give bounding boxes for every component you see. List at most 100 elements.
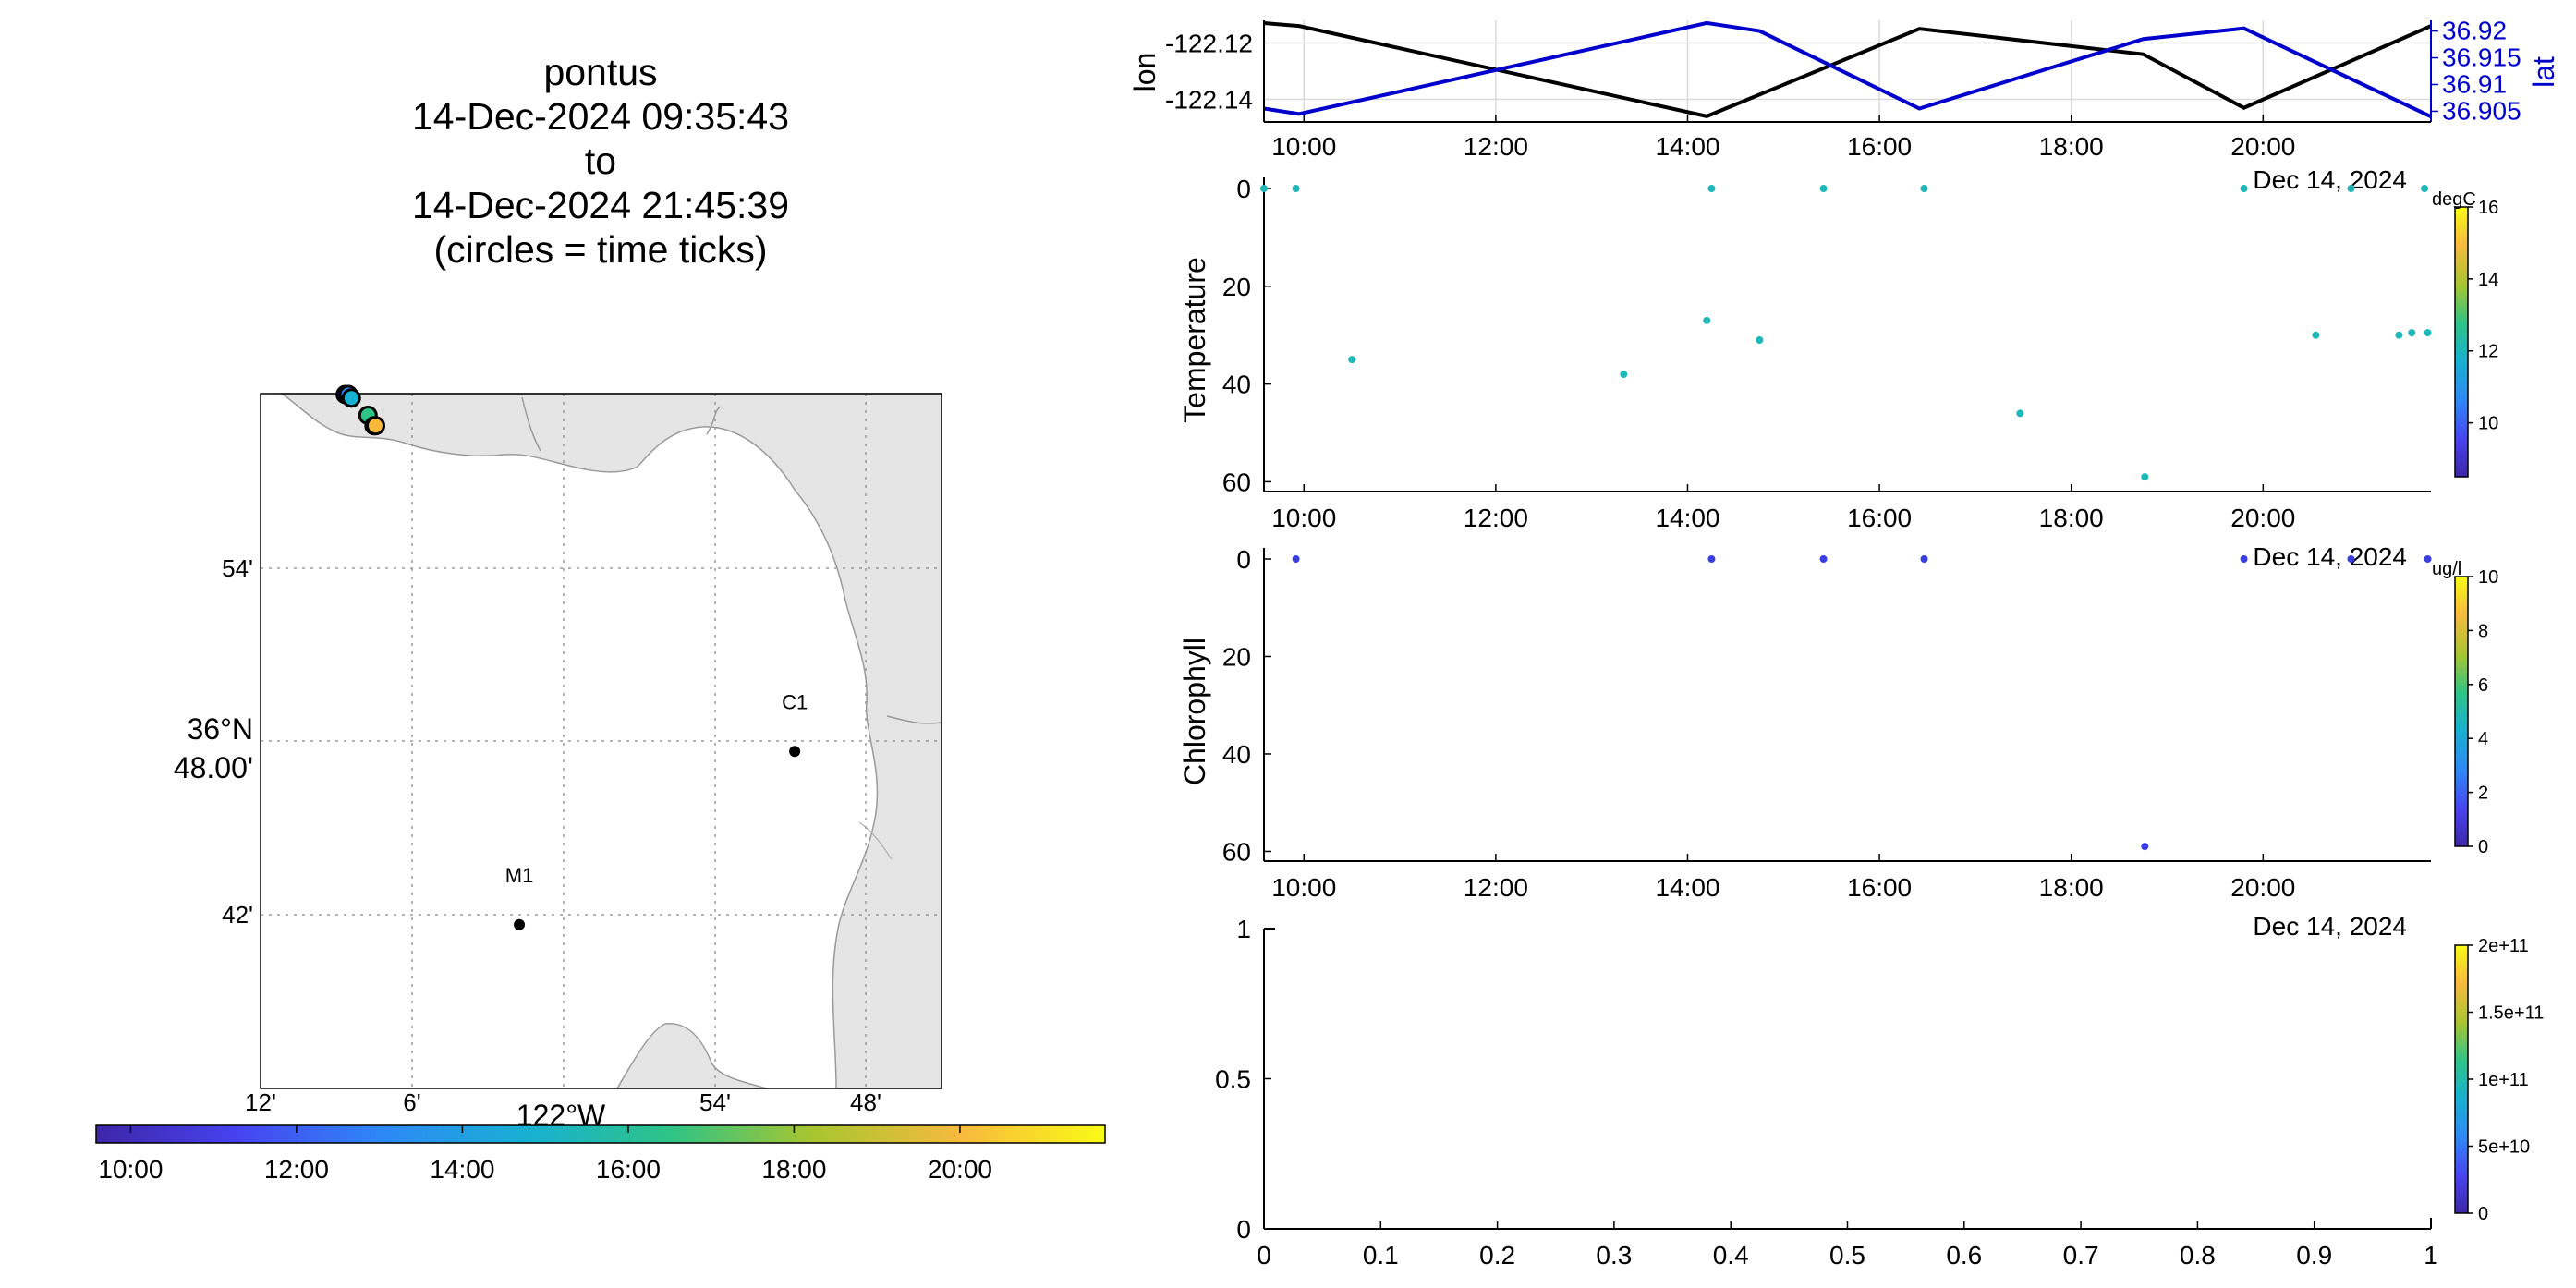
colorbar-tick-label: 10:00	[98, 1155, 163, 1184]
y-tick-label: 0.5	[1215, 1065, 1251, 1094]
date-label: Dec 14, 2024	[2253, 542, 2407, 571]
x-tick-label: 0	[1257, 1241, 1271, 1270]
y-tick-label: 60	[1222, 837, 1251, 866]
x-tick-label: 18:00	[2039, 132, 2104, 161]
map-lon-tick: 12'	[245, 1088, 276, 1116]
colorbar-tick-label: 8	[2478, 621, 2488, 641]
colorbar-tick-label: 16	[2478, 198, 2498, 218]
data-point	[1707, 555, 1716, 563]
station-marker	[514, 918, 526, 930]
colorbar-tick-label: 1e+11	[2478, 1070, 2529, 1090]
map-lat-tick: 48.00'	[174, 751, 253, 784]
map-slough	[886, 715, 942, 724]
title-platform: pontus	[543, 51, 657, 93]
y-tick-label: 20	[1222, 642, 1251, 671]
x-tick-label: 20:00	[2230, 873, 2295, 902]
y-tick-label: 0	[1236, 545, 1251, 574]
colorbar-tick-label: 0	[2478, 1204, 2488, 1224]
y-tick-label: 40	[1222, 371, 1251, 399]
time-colorbar	[95, 1124, 1106, 1144]
time-colorbar-ticks: 10:00 12:00 14:00 16:00 18:00 20:00	[98, 1125, 992, 1184]
data-point	[1703, 316, 1711, 324]
x-tick-label: 12:00	[1464, 132, 1528, 161]
data-point	[1292, 185, 1300, 192]
data-point	[1920, 555, 1928, 563]
colorbar	[2454, 576, 2469, 847]
y-tick-label: 40	[1222, 740, 1251, 769]
data-point	[1260, 185, 1268, 192]
data-point	[2141, 843, 2149, 851]
colorbar-tick-label: 18:00	[761, 1155, 826, 1184]
data-point	[1920, 185, 1928, 192]
y-tick-label: 60	[1222, 468, 1251, 496]
data-point	[2347, 185, 2355, 192]
x-tick-label: 10:00	[1271, 132, 1336, 161]
x-tick-label: 14:00	[1655, 873, 1719, 902]
colorbar-tick-label: 0	[2478, 837, 2488, 857]
x-tick-label: 0.6	[1946, 1241, 1982, 1270]
map-grid	[261, 394, 942, 1088]
colorbar-tick-label: 6	[2478, 675, 2488, 696]
map-lat-label: 36°N	[188, 712, 254, 746]
colorbar-tick-label: 4	[2478, 729, 2488, 749]
x-tick-label: 16:00	[1847, 873, 1912, 902]
data-point	[1819, 555, 1828, 563]
x-tick-label: 0.8	[2180, 1241, 2216, 1270]
x-tick-label: 0.1	[1363, 1241, 1399, 1270]
y-axis-label-left: lon	[1128, 53, 1161, 92]
x-tick-label: 0.2	[1479, 1241, 1515, 1270]
data-point	[2141, 473, 2149, 481]
data-point	[2424, 555, 2432, 563]
colorbar-tick-label: 2	[2478, 784, 2488, 804]
map-lat-tick: 42'	[222, 901, 253, 929]
x-tick-label: 12:00	[1464, 504, 1528, 532]
y-tick-label-right: 36.92	[2442, 17, 2507, 45]
colorbar-unit: degC	[2432, 189, 2476, 210]
data-point	[1292, 555, 1300, 563]
data-point	[2424, 329, 2432, 337]
data-point	[2421, 185, 2429, 192]
map-river	[521, 396, 541, 452]
station-marker	[789, 746, 801, 758]
x-tick-label: 20:00	[2230, 504, 2295, 532]
title-start: 14-Dec-2024 09:35:43	[412, 95, 789, 138]
colorbar-tick-label: 16:00	[596, 1155, 661, 1184]
y-tick-label-left: -122.14	[1165, 86, 1253, 115]
y-tick-label-left: -122.12	[1165, 29, 1253, 57]
map-lon-tick: 6'	[403, 1088, 420, 1116]
data-point	[2347, 555, 2355, 563]
y-tick-label: 20	[1222, 273, 1251, 301]
data-point	[2240, 185, 2248, 192]
y-axis-label: Temperature	[1178, 257, 1211, 423]
series-line-lat	[1263, 20, 2432, 119]
y-tick-label: 0	[1236, 175, 1251, 203]
colorbar-tick-label: 1.5e+11	[2478, 1003, 2544, 1024]
y-tick-label-right: 36.915	[2442, 43, 2521, 72]
map-frame	[260, 393, 942, 1089]
station-label: M1	[505, 864, 534, 887]
data-point	[1348, 356, 1356, 364]
x-tick-label: 12:00	[1464, 873, 1528, 902]
title-end: 14-Dec-2024 21:45:39	[412, 184, 789, 226]
map-lon-tick: 54'	[699, 1088, 731, 1116]
x-tick-label: 18:00	[2039, 504, 2104, 532]
x-tick-label: 16:00	[1847, 132, 1912, 161]
data-point	[1620, 371, 1628, 379]
colorbar-tick-label: 14	[2478, 270, 2498, 290]
colorbar-tick-label: 12	[2478, 342, 2498, 362]
colorbar-tick-label: 2e+11	[2478, 936, 2529, 956]
y-axis-label: Chlorophyll	[1178, 638, 1211, 785]
data-point	[2240, 555, 2248, 563]
time-tick-circle	[341, 388, 361, 408]
data-point	[1707, 185, 1716, 192]
time-tick-circle	[365, 416, 385, 436]
colorbar-tick-label: 10	[2478, 567, 2498, 588]
data-point	[2395, 331, 2403, 339]
title-note: (circles = time ticks)	[433, 228, 767, 271]
x-tick-label: 0.3	[1596, 1241, 1632, 1270]
x-tick-label: 0.7	[2063, 1241, 2099, 1270]
map-lon-tick: 48'	[850, 1088, 881, 1116]
